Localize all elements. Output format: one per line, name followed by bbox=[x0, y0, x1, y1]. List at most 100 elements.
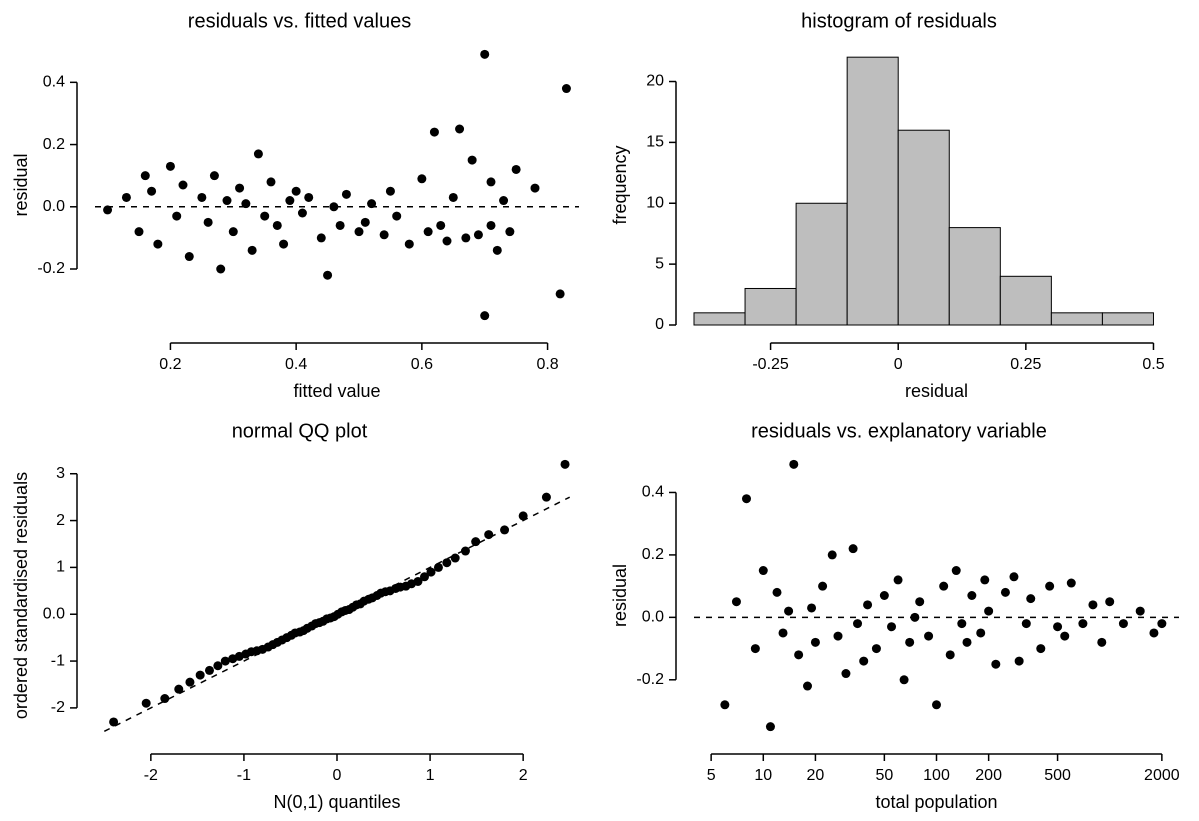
data-point bbox=[1022, 619, 1031, 628]
data-point bbox=[500, 525, 509, 534]
panel-top-left: residuals vs. fitted values0.20.40.60.8f… bbox=[0, 0, 599, 410]
svg-text:1: 1 bbox=[426, 767, 435, 784]
svg-text:0: 0 bbox=[894, 356, 903, 373]
svg-text:100: 100 bbox=[923, 767, 950, 784]
data-point bbox=[976, 628, 985, 637]
data-point bbox=[980, 575, 989, 584]
data-point bbox=[493, 246, 502, 255]
data-point bbox=[455, 125, 464, 134]
data-point bbox=[818, 582, 827, 591]
data-point bbox=[991, 660, 1000, 669]
svg-text:0.0: 0.0 bbox=[43, 198, 65, 215]
data-point bbox=[1105, 597, 1114, 606]
svg-text:-0.2: -0.2 bbox=[37, 260, 65, 277]
svg-text:0: 0 bbox=[333, 767, 342, 784]
data-point bbox=[355, 227, 364, 236]
data-point bbox=[1053, 622, 1062, 631]
panel-bottom-right: residuals vs. explanatory variable510205… bbox=[599, 410, 1199, 821]
data-point bbox=[430, 128, 439, 137]
data-point bbox=[924, 632, 933, 641]
data-point bbox=[380, 230, 389, 239]
data-point bbox=[273, 221, 282, 230]
data-point bbox=[887, 622, 896, 631]
data-point bbox=[480, 50, 489, 59]
data-point bbox=[1097, 638, 1106, 647]
data-point bbox=[205, 666, 214, 675]
data-point bbox=[109, 717, 118, 726]
y-axis-label: residual bbox=[610, 564, 630, 627]
data-point bbox=[834, 632, 843, 641]
data-point bbox=[742, 494, 751, 503]
data-point bbox=[405, 240, 414, 249]
svg-text:0.4: 0.4 bbox=[642, 484, 664, 501]
svg-text:0.2: 0.2 bbox=[43, 136, 65, 153]
data-point bbox=[241, 199, 250, 208]
y-axis-label: residual bbox=[11, 153, 31, 216]
svg-text:0.25: 0.25 bbox=[1010, 356, 1041, 373]
data-point bbox=[759, 566, 768, 575]
x-axis-label: N(0,1) quantiles bbox=[273, 792, 400, 812]
data-point bbox=[317, 233, 326, 242]
data-point bbox=[1078, 619, 1087, 628]
data-point bbox=[561, 460, 570, 469]
histogram-bar bbox=[694, 313, 745, 325]
data-point bbox=[487, 177, 496, 186]
data-point bbox=[210, 171, 219, 180]
data-point bbox=[474, 230, 483, 239]
data-point bbox=[443, 237, 452, 246]
x-axis-label: residual bbox=[905, 381, 968, 401]
data-point bbox=[556, 289, 565, 298]
svg-text:2: 2 bbox=[519, 767, 528, 784]
data-point bbox=[223, 196, 232, 205]
histogram-bar bbox=[1000, 276, 1051, 325]
data-point bbox=[967, 591, 976, 600]
svg-text:0.2: 0.2 bbox=[159, 356, 181, 373]
svg-text:-2: -2 bbox=[144, 767, 158, 784]
data-point bbox=[487, 221, 496, 230]
data-point bbox=[562, 84, 571, 93]
data-point bbox=[963, 638, 972, 647]
data-point bbox=[766, 722, 775, 731]
data-point bbox=[789, 460, 798, 469]
svg-text:200: 200 bbox=[975, 767, 1002, 784]
data-point bbox=[179, 181, 188, 190]
x-axis-label: fitted value bbox=[293, 381, 380, 401]
svg-text:-1: -1 bbox=[237, 767, 251, 784]
svg-text:0.8: 0.8 bbox=[536, 356, 558, 373]
data-point bbox=[292, 187, 301, 196]
histogram-bar bbox=[1102, 313, 1153, 325]
data-point bbox=[1036, 644, 1045, 653]
data-point bbox=[267, 177, 276, 186]
data-point bbox=[329, 202, 338, 211]
histogram-bar bbox=[745, 288, 796, 325]
data-point bbox=[142, 699, 151, 708]
panel-top-right: histogram of residuals-0.2500.250.5resid… bbox=[599, 0, 1199, 410]
data-point bbox=[367, 199, 376, 208]
data-point bbox=[436, 221, 445, 230]
data-point bbox=[392, 212, 401, 221]
data-point bbox=[499, 196, 508, 205]
svg-text:0.5: 0.5 bbox=[1142, 356, 1164, 373]
data-point bbox=[185, 678, 194, 687]
histogram-bar bbox=[796, 203, 847, 325]
x-axis-label: total population bbox=[875, 792, 997, 812]
data-point bbox=[932, 700, 941, 709]
chart-grid: residuals vs. fitted values0.20.40.60.8f… bbox=[0, 0, 1199, 821]
data-point bbox=[279, 240, 288, 249]
data-point bbox=[939, 582, 948, 591]
data-point bbox=[807, 603, 816, 612]
data-point bbox=[160, 694, 169, 703]
svg-text:-2: -2 bbox=[51, 699, 65, 716]
data-point bbox=[122, 193, 131, 202]
data-point bbox=[185, 252, 194, 261]
data-point bbox=[1067, 579, 1076, 588]
data-point bbox=[519, 511, 528, 520]
svg-text:1: 1 bbox=[56, 559, 65, 576]
svg-text:0.4: 0.4 bbox=[43, 74, 65, 91]
svg-text:-0.25: -0.25 bbox=[752, 356, 789, 373]
svg-text:500: 500 bbox=[1044, 767, 1071, 784]
svg-text:20: 20 bbox=[646, 73, 664, 90]
data-point bbox=[1157, 619, 1166, 628]
data-point bbox=[442, 558, 451, 567]
svg-text:2: 2 bbox=[56, 512, 65, 529]
